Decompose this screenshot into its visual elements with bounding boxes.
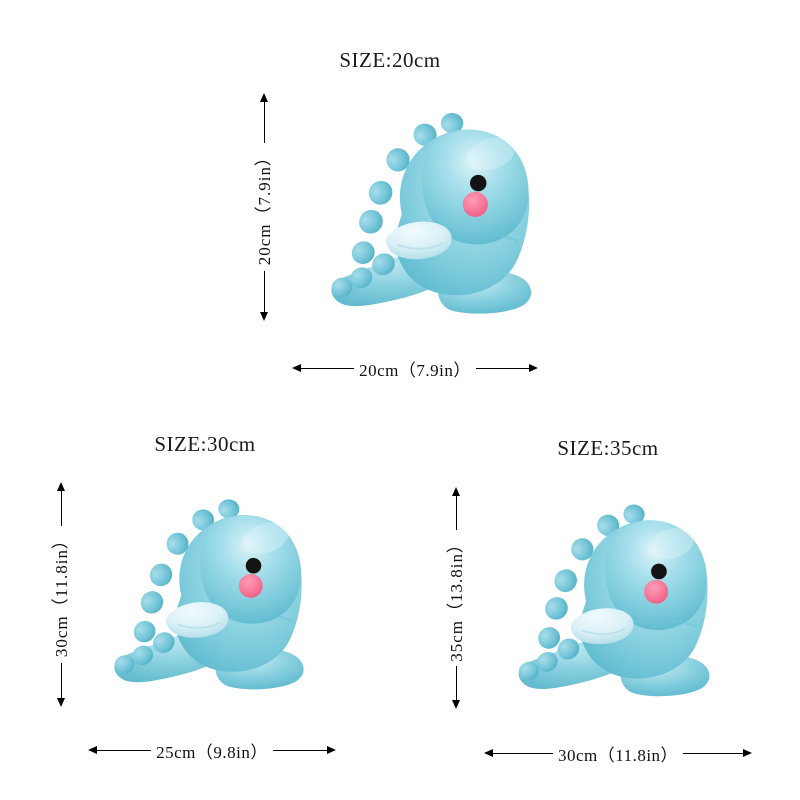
- width-dimension-30cm: 25cm（9.8in）: [88, 737, 336, 763]
- dimension-line: [475, 367, 530, 369]
- arrow-down-icon: [452, 700, 460, 709]
- dinosaur-plush-icon: [86, 482, 324, 708]
- arrow-left-icon: [484, 749, 493, 757]
- dimension-line: [96, 749, 152, 751]
- arrow-up-icon: [452, 487, 460, 496]
- dimension-line: [272, 749, 328, 751]
- width-dimension-20cm: 20cm（7.9in）: [292, 355, 538, 381]
- height-dimension-20cm: 20cm（7.9in）: [243, 93, 285, 321]
- arrow-up-icon: [260, 93, 268, 102]
- size-title-20cm: SIZE:20cm: [339, 48, 441, 72]
- arrow-right-icon: [529, 364, 538, 372]
- width-dimension-35cm: 30cm（11.8in）: [484, 740, 752, 766]
- dinosaur-plush-icon: [490, 489, 730, 713]
- dinosaur-plush-icon: [296, 98, 558, 330]
- size-title-35cm: SIZE:35cm: [557, 436, 659, 460]
- dimension-line: [683, 752, 744, 754]
- dimension-line: [263, 101, 265, 144]
- size-title-30cm: SIZE:30cm: [154, 432, 256, 456]
- arrow-right-icon: [743, 749, 752, 757]
- dimension-line: [455, 666, 457, 701]
- arrow-down-icon: [57, 698, 65, 707]
- dimension-line: [492, 752, 553, 754]
- width-label-20cm: 20cm（7.9in）: [359, 360, 471, 380]
- height-dimension-30cm: 30cm（11.8in）: [40, 482, 82, 707]
- dimension-line: [60, 490, 62, 527]
- height-label-35cm: 35cm（13.8in）: [446, 534, 466, 662]
- arrow-down-icon: [260, 312, 268, 321]
- width-label-35cm: 30cm（11.8in）: [557, 745, 679, 765]
- height-label-30cm: 30cm（11.8in）: [51, 531, 71, 658]
- height-label-20cm: 20cm（7.9in）: [254, 148, 274, 266]
- dimension-line: [455, 495, 457, 530]
- arrow-right-icon: [327, 746, 336, 754]
- dimension-line: [300, 367, 355, 369]
- arrow-up-icon: [57, 482, 65, 491]
- height-dimension-35cm: 35cm（13.8in）: [435, 487, 477, 709]
- arrow-left-icon: [88, 746, 97, 754]
- dimension-line: [263, 270, 265, 313]
- width-label-30cm: 25cm（9.8in）: [156, 742, 268, 762]
- arrow-left-icon: [292, 364, 301, 372]
- dimension-line: [60, 662, 62, 699]
